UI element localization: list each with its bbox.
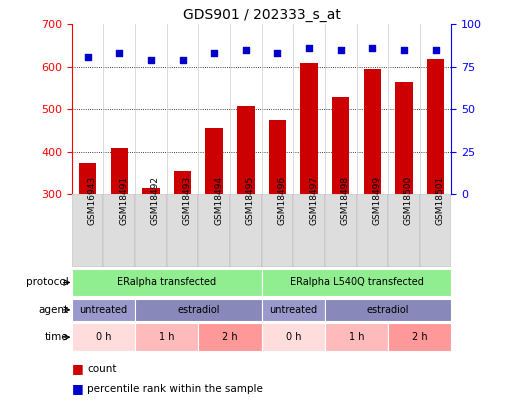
Point [210, 50, 219, 56]
Text: GSM18492: GSM18492 [151, 176, 160, 225]
Bar [427, 59, 444, 194]
Text: ERalpha transfected: ERalpha transfected [117, 277, 216, 288]
Bar [396, 82, 412, 194]
Text: GSM18493: GSM18493 [183, 176, 191, 225]
Bar [262, 324, 325, 351]
Text: 1 h: 1 h [349, 332, 364, 342]
Bar [72, 299, 135, 321]
Bar [262, 299, 325, 321]
Bar [325, 299, 451, 321]
Point [84, 53, 92, 60]
Text: ■: ■ [72, 362, 84, 375]
Point [273, 50, 282, 56]
Bar [142, 188, 160, 194]
Text: count: count [87, 364, 117, 373]
Bar [293, 194, 325, 267]
Bar [301, 64, 318, 194]
Bar [388, 324, 451, 351]
Title: GDS901 / 202333_s_at: GDS901 / 202333_s_at [183, 8, 341, 22]
Text: untreated: untreated [269, 305, 318, 315]
Bar [79, 162, 96, 194]
Text: protocol: protocol [26, 277, 69, 288]
Text: time: time [45, 332, 69, 342]
Point [431, 47, 440, 53]
Text: 0 h: 0 h [286, 332, 301, 342]
Text: 0 h: 0 h [96, 332, 111, 342]
Text: ERalpha L540Q transfected: ERalpha L540Q transfected [290, 277, 423, 288]
Bar [230, 194, 262, 267]
Bar [388, 194, 420, 267]
Bar [199, 194, 230, 267]
Bar [357, 194, 388, 267]
Bar [237, 107, 254, 194]
Text: 2 h: 2 h [222, 332, 238, 342]
Text: GSM18498: GSM18498 [341, 176, 350, 225]
Text: estradiol: estradiol [367, 305, 409, 315]
Text: ■: ■ [72, 382, 84, 395]
Text: untreated: untreated [80, 305, 128, 315]
Text: agent: agent [38, 305, 69, 315]
Bar [72, 194, 104, 267]
Text: GSM18499: GSM18499 [372, 176, 381, 225]
Bar [269, 120, 286, 194]
Bar [167, 194, 199, 267]
Bar [325, 194, 357, 267]
Text: GSM18495: GSM18495 [246, 176, 255, 225]
Bar [72, 324, 135, 351]
Bar [364, 69, 381, 194]
Bar [135, 194, 167, 267]
Bar [72, 269, 262, 296]
Text: 2 h: 2 h [412, 332, 428, 342]
Text: 1 h: 1 h [159, 332, 174, 342]
Bar [206, 128, 223, 194]
Text: percentile rank within the sample: percentile rank within the sample [87, 384, 263, 394]
Text: GSM16943: GSM16943 [88, 176, 96, 225]
Text: GSM18496: GSM18496 [278, 176, 286, 225]
Bar [104, 194, 135, 267]
Point [179, 57, 187, 63]
Point [115, 50, 124, 56]
Bar [135, 324, 199, 351]
Bar [420, 194, 451, 267]
Text: GSM18494: GSM18494 [214, 176, 223, 225]
Bar [135, 299, 262, 321]
Point [305, 45, 313, 51]
Bar [199, 324, 262, 351]
Bar [174, 171, 191, 194]
Text: GSM18497: GSM18497 [309, 176, 318, 225]
Bar [262, 194, 293, 267]
Text: estradiol: estradiol [177, 305, 220, 315]
Bar [111, 147, 128, 194]
Point [400, 47, 408, 53]
Point [337, 47, 345, 53]
Point [368, 45, 377, 51]
Text: GSM18501: GSM18501 [436, 176, 445, 225]
Bar [325, 324, 388, 351]
Text: GSM18491: GSM18491 [119, 176, 128, 225]
Point [242, 47, 250, 53]
Point [147, 57, 155, 63]
Bar [332, 96, 349, 194]
Text: GSM18500: GSM18500 [404, 176, 413, 225]
Bar [262, 269, 451, 296]
